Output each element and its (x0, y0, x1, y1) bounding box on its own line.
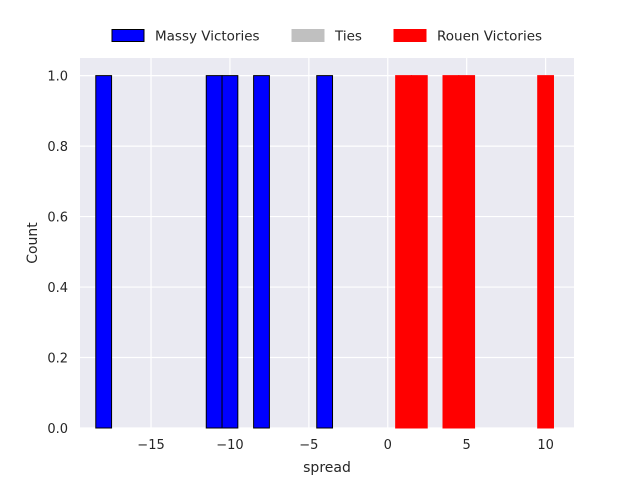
histogram-bar (395, 75, 412, 429)
tick-labels: −15 −10 −5 0 5 10 0.0 0.2 0.4 0.6 0.8 1.0 (47, 70, 554, 453)
y-tick-label: 0.6 (47, 211, 68, 226)
legend: Massy Victories Ties Rouen Victories (111, 29, 542, 45)
histogram-bar (316, 75, 334, 429)
legend-entry: Massy Victories (111, 29, 260, 45)
histogram-bar (537, 75, 554, 429)
y-tick-label: 0.0 (47, 422, 68, 437)
histogram-bar (458, 75, 476, 429)
legend-label: Ties (334, 29, 362, 45)
x-tick-label: 0 (384, 438, 392, 453)
y-tick-label: 0.8 (47, 140, 68, 155)
x-tick-label: −5 (299, 438, 318, 453)
legend-swatch (291, 29, 325, 42)
x-axis-label: spread (303, 460, 351, 476)
x-tick-label: −10 (216, 438, 243, 453)
y-tick-label: 0.2 (47, 352, 68, 367)
legend-swatch (393, 29, 427, 42)
x-tick-label: −15 (137, 438, 164, 453)
histogram-bar (95, 75, 113, 429)
bars (95, 75, 554, 429)
legend-entry: Ties (291, 29, 362, 45)
histogram-bar (205, 75, 223, 429)
histogram-bar (253, 75, 270, 429)
y-tick-label: 0.4 (47, 281, 68, 296)
histogram-bar (442, 75, 460, 429)
histogram-bar (221, 75, 239, 429)
y-tick-label: 1.0 (47, 70, 68, 85)
legend-label: Massy Victories (155, 29, 260, 45)
legend-swatch (111, 29, 145, 42)
y-axis-label: Count (25, 222, 41, 264)
x-tick-label: 10 (537, 438, 554, 453)
legend-label: Rouen Victories (437, 29, 542, 45)
x-tick-label: 5 (463, 438, 471, 453)
histogram-bar (410, 75, 428, 429)
legend-entry: Rouen Victories (393, 29, 542, 45)
